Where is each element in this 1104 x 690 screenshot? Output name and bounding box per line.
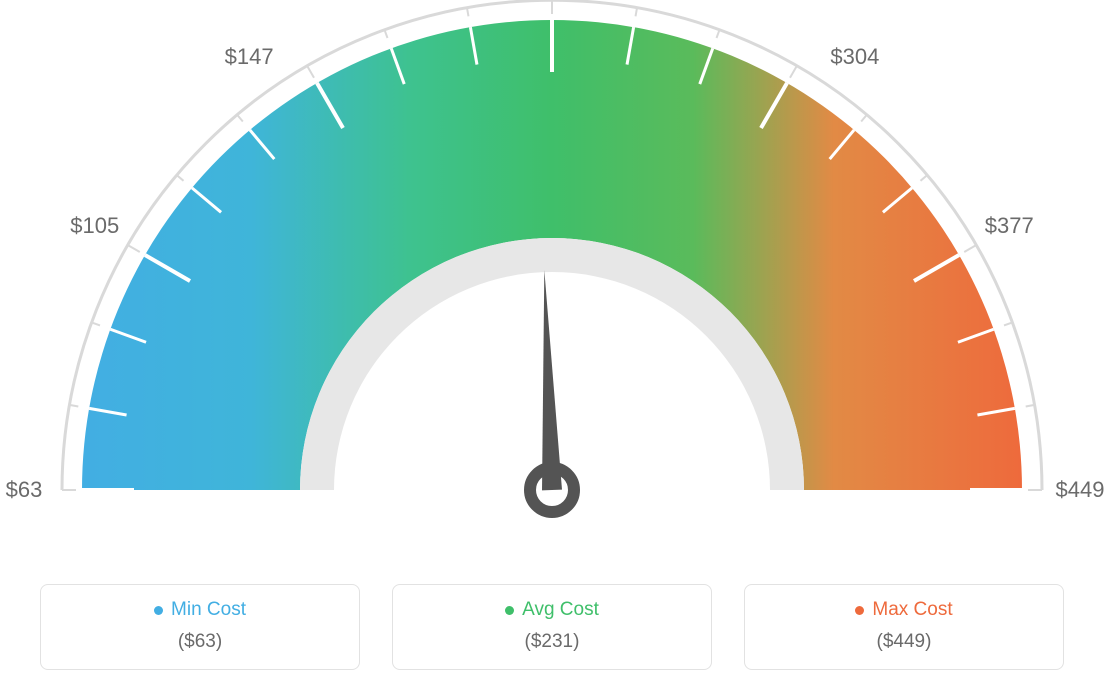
legend-title-row: Max Cost [755,599,1053,621]
gauge-tick-label: $449 [1056,477,1104,503]
legend-value-avg: ($231) [403,631,701,653]
legend-value-max: ($449) [755,631,1053,653]
dot-icon [154,606,163,615]
gauge-tick-label: $147 [225,44,274,70]
legend-title-row: Avg Cost [403,599,701,621]
legend-title-avg: Avg Cost [522,599,599,621]
gauge-chart: $63$105$147$231$304$377$449 [0,0,1104,560]
legend-title-min: Min Cost [171,599,246,621]
legend-value-min: ($63) [51,631,349,653]
legend-row: Min Cost ($63) Avg Cost ($231) Max Cost … [0,584,1104,670]
gauge-svg [0,0,1104,560]
legend-title-row: Min Cost [51,599,349,621]
legend-card-max: Max Cost ($449) [744,584,1064,670]
dot-icon [855,606,864,615]
legend-card-avg: Avg Cost ($231) [392,584,712,670]
dot-icon [505,606,514,615]
gauge-tick-label: $304 [830,44,879,70]
legend-card-min: Min Cost ($63) [40,584,360,670]
legend-title-max: Max Cost [872,599,952,621]
gauge-tick-label: $105 [70,213,119,239]
gauge-tick-label: $377 [985,213,1034,239]
gauge-tick-label: $63 [6,477,43,503]
